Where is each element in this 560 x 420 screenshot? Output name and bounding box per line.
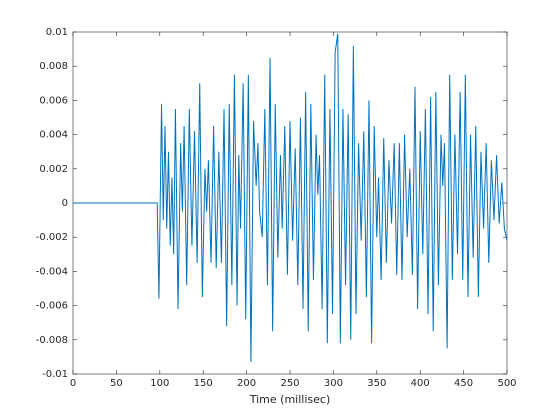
x-tick-label: 100 <box>150 378 169 389</box>
x-tick-label: 250 <box>280 378 299 389</box>
x-tick-label: 150 <box>194 378 213 389</box>
y-tick-label: 0.006 <box>39 95 68 106</box>
x-tick-label: 500 <box>497 378 516 389</box>
y-tick-label: -0.002 <box>36 232 68 243</box>
x-tick-label: 300 <box>324 378 343 389</box>
y-tick-label: -0.004 <box>36 266 68 277</box>
x-tick-label: 50 <box>110 378 123 389</box>
y-tick-label: 0 <box>62 198 68 209</box>
x-tick-label: 200 <box>237 378 256 389</box>
x-tick-label: 0 <box>70 378 76 389</box>
y-tick-label: -0.006 <box>36 301 68 312</box>
y-tick-label: 0.002 <box>39 164 68 175</box>
y-tick-label: -0.008 <box>36 335 68 346</box>
x-tick-label: 350 <box>367 378 386 389</box>
x-axis-label: Time (millisec) <box>249 393 331 406</box>
line <box>73 33 508 363</box>
y-tick-label: 0.008 <box>39 61 68 72</box>
x-tick-label: 400 <box>411 378 430 389</box>
x-tick-label: 450 <box>454 378 473 389</box>
y-tick-label: 0.01 <box>46 27 68 38</box>
y-tick-label: -0.01 <box>42 369 68 380</box>
y-tick-label: 0.004 <box>39 130 68 141</box>
